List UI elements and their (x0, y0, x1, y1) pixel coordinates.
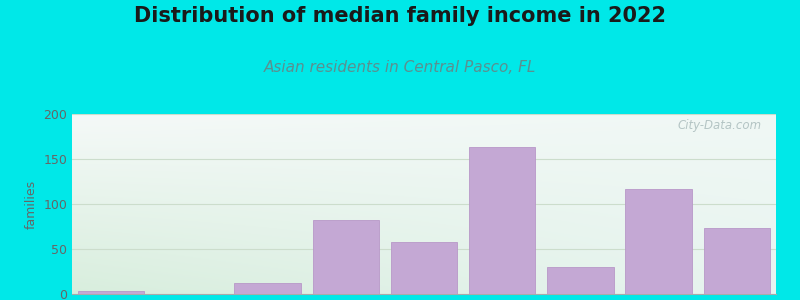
Bar (704, 228, 770, 294)
Bar (390, 242, 458, 294)
Bar (469, 147, 535, 294)
Bar (313, 220, 379, 294)
Bar (547, 267, 614, 294)
Text: City-Data.com: City-Data.com (678, 119, 762, 132)
Bar (78, 291, 144, 294)
Text: Asian residents in Central Pasco, FL: Asian residents in Central Pasco, FL (264, 60, 536, 75)
Text: Distribution of median family income in 2022: Distribution of median family income in … (134, 6, 666, 26)
Bar (626, 189, 692, 294)
Y-axis label: families: families (25, 179, 38, 229)
Bar (234, 283, 301, 294)
